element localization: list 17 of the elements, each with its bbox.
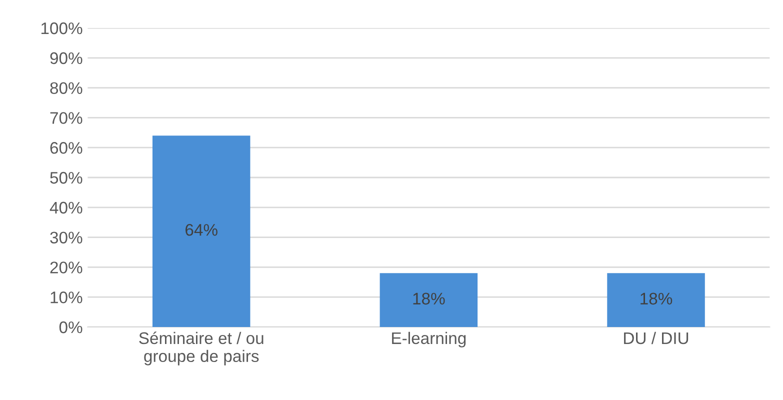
data-label: 64% (186, 224, 218, 236)
y-tick-label: 70% (50, 112, 82, 124)
y-tick-label: 20% (50, 262, 82, 274)
x-tick-label: DU / DIU (624, 332, 688, 344)
y-tick-label: 90% (50, 52, 82, 64)
data-label: 18% (413, 292, 445, 305)
x-tick-label: E-learning (392, 332, 466, 348)
y-tick-label: 80% (50, 82, 82, 94)
x-tick-label: Séminaire et / ou groupe de pairs (139, 332, 264, 366)
y-tick-label: 40% (50, 202, 82, 214)
y-tick-label: 10% (50, 292, 82, 304)
y-tick-label: 50% (50, 172, 82, 184)
y-tick-label: 30% (50, 232, 82, 244)
data-label: 18% (640, 292, 672, 305)
y-tick-label: 100% (41, 22, 82, 34)
y-tick-label: 60% (50, 142, 82, 154)
y-tick-label: 0% (59, 321, 82, 334)
